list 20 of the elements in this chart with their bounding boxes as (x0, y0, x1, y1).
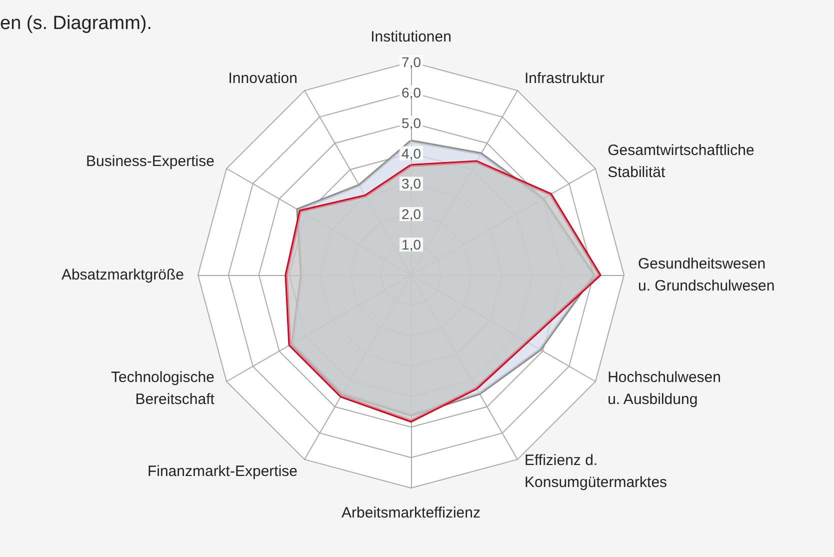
spoke-label: Institutionen (370, 28, 452, 46)
spoke-label: Hochschulwesen u. Ausbildung (608, 369, 721, 408)
y-tick-label: 1,0 (402, 236, 422, 253)
spoke-label: Finanzmarkt-Expertise (147, 463, 298, 480)
spoke-label: Effizienz d. Konsumgütermarktes (524, 452, 668, 492)
spoke-label: Technologische Bereitschaft (111, 369, 216, 408)
y-tick-label: 4,0 (402, 145, 422, 162)
spoke-label: Gesundheitswesen u. Grundschulwesen (638, 256, 775, 294)
spoke-label: Absatzmarktgröße (61, 266, 184, 284)
y-tick-label: 6,0 (402, 84, 422, 100)
spoke-label: Gesamtwirtschaftliche Stabilität (608, 142, 754, 181)
spoke-label: Business-Expertise (86, 153, 214, 170)
y-tick-label: 3,0 (402, 176, 422, 192)
y-tick-label: 2,0 (402, 206, 422, 222)
text: en (s. Diagramm). (0, 13, 152, 34)
spoke-label: Infrastruktur (524, 70, 605, 87)
spoke-label: Arbeitsmarkteffizienz (342, 504, 480, 522)
y-tick-label: 7,0 (402, 54, 422, 70)
spoke-label: Innovation (228, 70, 298, 87)
y-tick-label: 5,0 (402, 114, 422, 131)
